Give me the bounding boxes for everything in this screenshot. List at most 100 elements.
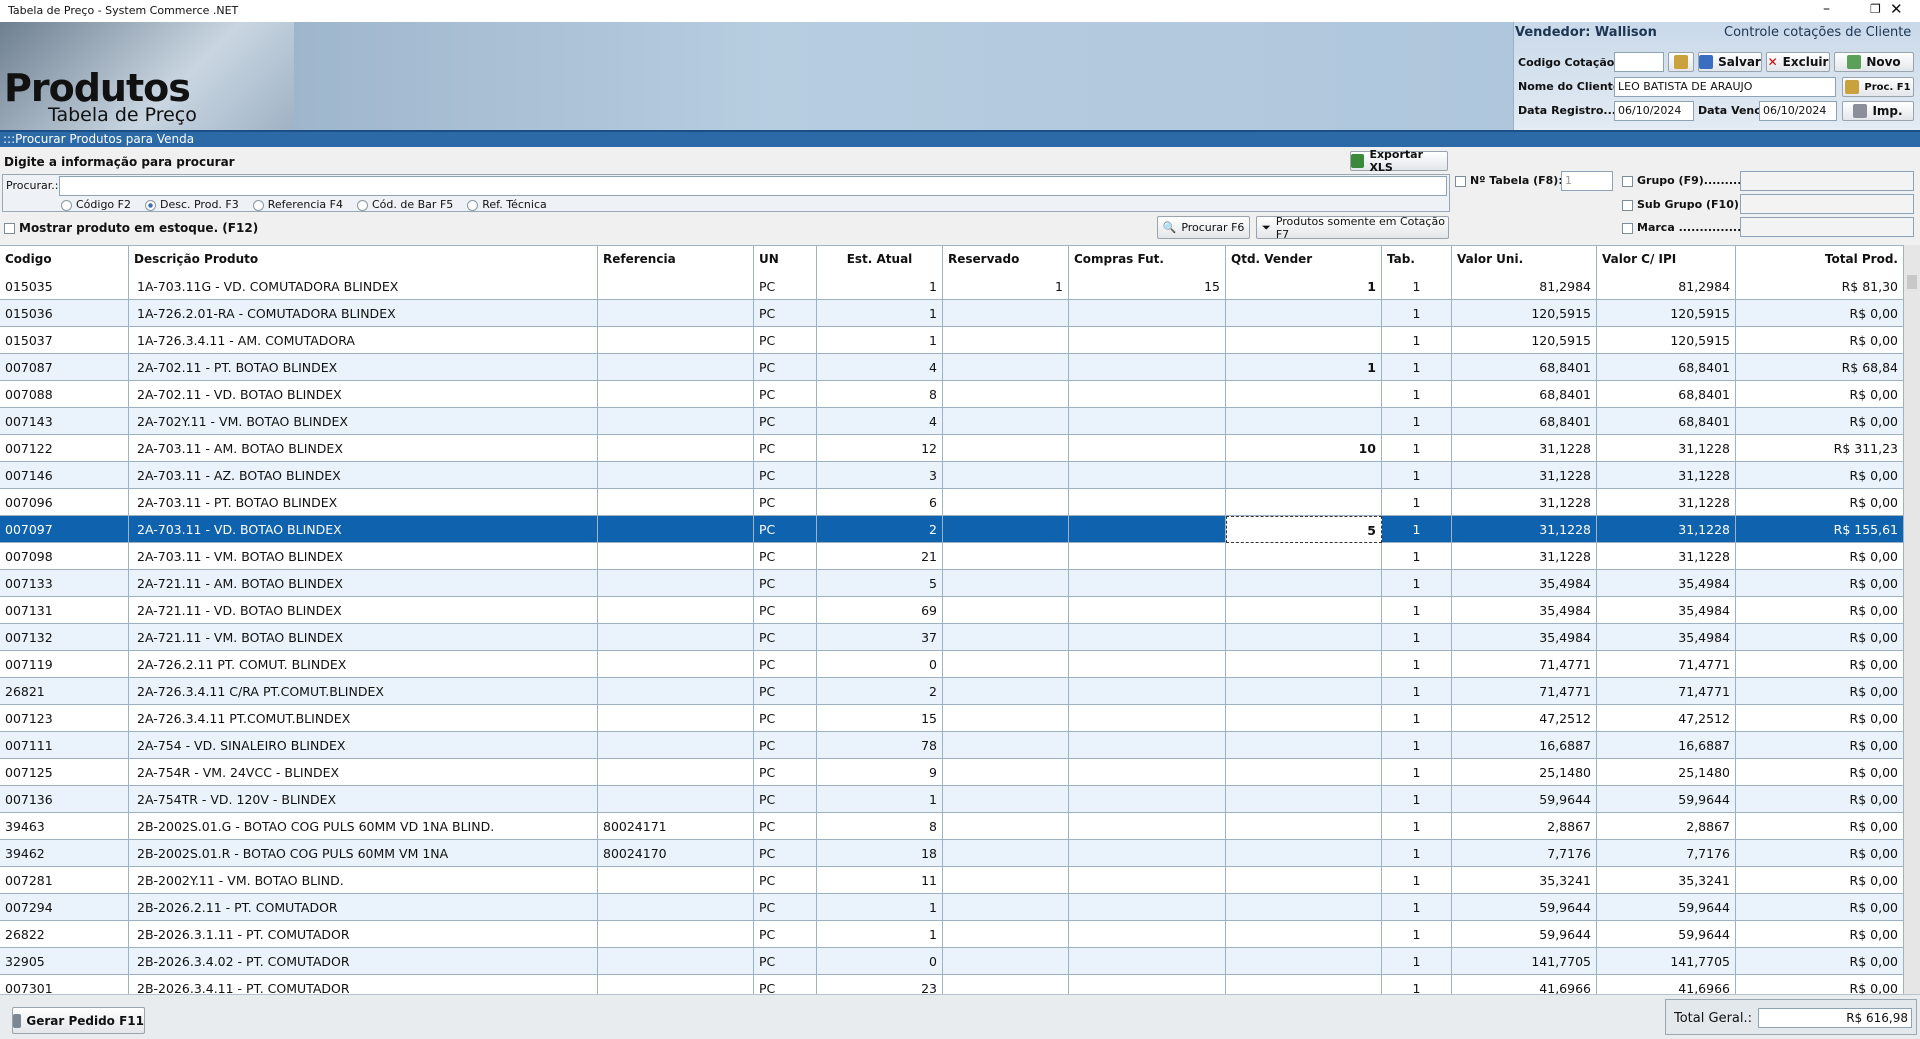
column-header[interactable]: Referencia <box>598 246 754 273</box>
quote-code-input[interactable] <box>1614 52 1664 72</box>
table-cell: PC <box>754 759 817 786</box>
column-header[interactable]: Codigo <box>0 246 129 273</box>
table-row[interactable]: 007096 2A-703.11 - PT. BOTAO BLINDEX PC 6 1 3… <box>0 489 1904 516</box>
proc-button[interactable]: Proc. F1 <box>1842 77 1914 97</box>
scroll-thumb[interactable] <box>1907 275 1917 289</box>
table-row[interactable]: 007294 2B-2026.2.11 - PT. COMUTADOR PC 1 1 59… <box>0 894 1904 921</box>
order-button[interactable]: Gerar Pedido F11 <box>12 1007 145 1034</box>
column-header[interactable]: Valor Uni. <box>1452 246 1597 273</box>
brand-checkbox[interactable]: Marca ................: <box>1622 221 1750 234</box>
minimize[interactable]: – <box>1823 1 1830 17</box>
stock-checkbox[interactable]: Mostrar produto em estoque. (F12) <box>4 221 258 235</box>
brand-combo[interactable] <box>1740 217 1914 237</box>
table-cell <box>598 489 754 516</box>
print-button[interactable]: Imp. <box>1842 101 1914 121</box>
table-cell <box>1069 597 1226 624</box>
table-cell: 2 <box>817 516 943 543</box>
search-option[interactable]: Código F2 <box>61 198 131 211</box>
quote-filter-button[interactable]: ⏷ Produtos somente em Cotação F7 <box>1256 216 1449 239</box>
search-option[interactable]: Desc. Prod. F3 <box>144 198 239 211</box>
delete-button[interactable]: ✕ Excluir <box>1766 52 1830 72</box>
table-row[interactable]: 015036 1A-726.2.01-RA - COMUTADORA BLINDE… <box>0 300 1904 327</box>
table-cell: 37 <box>817 624 943 651</box>
table-cell <box>1226 759 1382 786</box>
column-header[interactable]: Compras Fut. <box>1069 246 1226 273</box>
table-row[interactable]: 26822 2B-2026.3.1.11 - PT. COMUTADOR PC 1 1 5… <box>0 921 1904 948</box>
search-input[interactable] <box>59 176 1447 196</box>
search-quote-button[interactable] <box>1668 52 1694 72</box>
radio[interactable] <box>144 199 156 211</box>
table-cell: PC <box>754 840 817 867</box>
table-row[interactable]: 007098 2A-703.11 - VM. BOTAO BLINDEX PC 21 1… <box>0 543 1904 570</box>
table-cell: 2B-2002Y.11 - VM. BOTAO BLIND. <box>129 867 598 894</box>
close[interactable]: ✕ <box>1890 0 1903 18</box>
table-row[interactable]: 007088 2A-702.11 - VD. BOTAO BLINDEX PC 8 1 6… <box>0 381 1904 408</box>
scrollbar[interactable] <box>1904 245 1920 994</box>
export-button[interactable]: Exportar XLS <box>1350 148 1448 174</box>
table-row[interactable]: 007097 2A-703.11 - VD. BOTAO BLINDEX PC 2 5 1… <box>0 516 1904 543</box>
save-button[interactable]: Salvar <box>1698 52 1762 72</box>
radio[interactable] <box>61 199 72 211</box>
checkbox-text: Mostrar produto em estoque. (F12) <box>19 221 259 235</box>
column-header[interactable]: Total Prod. <box>1736 246 1904 273</box>
table-row[interactable]: 007119 2A-726.2.11 PT. COMUT. BLINDEX PC 0 1… <box>0 651 1904 678</box>
table-cell: 2A-726.3.4.11 C/RA PT.COMUT.BLINDEX <box>129 678 598 705</box>
table-row[interactable]: 32905 2B-2026.3.4.02 - PT. COMUTADOR PC 0 1 1… <box>0 948 1904 975</box>
table-combo[interactable]: 1 <box>1561 171 1613 191</box>
table-row[interactable]: 007125 2A-754R - VM. 24VCC - BLINDEX PC 9 1 2… <box>0 759 1904 786</box>
column-header[interactable]: Reservado <box>943 246 1069 273</box>
table-row[interactable]: 007122 2A-703.11 - AM. BOTAO BLINDEX PC 12 1… <box>0 435 1904 462</box>
table-row[interactable]: 007087 2A-702.11 - PT. BOTAO BLINDEX PC 4 1 1… <box>0 354 1904 381</box>
table-row[interactable]: 007301 2B-2026.3.4.11 - PT. COMUTADOR PC 23… <box>0 975 1904 994</box>
search-option[interactable]: Ref. Técnica <box>467 198 547 211</box>
table-cell: 32905 <box>0 948 129 975</box>
date-input[interactable]: 06/10/2024 <box>1614 101 1694 121</box>
client-input[interactable]: LEO BATISTA DE ARAUJO <box>1614 77 1836 97</box>
column-header[interactable]: UN <box>754 246 817 273</box>
table-cell <box>943 975 1069 994</box>
table-row[interactable]: 007111 2A-754 - VD. SINALEIRO BLINDEX PC 78… <box>0 732 1904 759</box>
table-cell: 015037 <box>0 327 129 354</box>
table-cell: PC <box>754 516 817 543</box>
search-option[interactable]: Cód. de Bar F5 <box>357 198 453 211</box>
subgroup-checkbox[interactable]: Sub Grupo (F10): <box>1622 198 1743 211</box>
table-row[interactable]: 39462 2B-2002S.01.R - BOTAO COG PULS 60MM… <box>0 840 1904 867</box>
radio[interactable] <box>252 199 264 211</box>
search-option[interactable]: Referencia F4 <box>252 198 343 211</box>
table-row[interactable]: 007281 2B-2002Y.11 - VM. BOTAO BLIND. PC 11… <box>0 867 1904 894</box>
table-row[interactable]: 015037 1A-726.3.4.11 - AM. COMUTADORA PC 1 1… <box>0 327 1904 354</box>
column-header[interactable]: Tab. <box>1382 246 1452 273</box>
table-row[interactable]: 26821 2A-726.3.4.11 C/RA PT.COMUT.BLINDEX… <box>0 678 1904 705</box>
table-row[interactable]: 007123 2A-726.3.4.11 PT.COMUT.BLINDEX PC 15… <box>0 705 1904 732</box>
radio[interactable] <box>467 199 479 211</box>
table-cell: 2B-2026.3.1.11 - PT. COMUTADOR <box>129 921 598 948</box>
search-button[interactable]: 🔍 Procurar F6 <box>1157 216 1250 239</box>
table-row[interactable]: 007131 2A-721.11 - VD. BOTAO BLINDEX PC 69 1… <box>0 597 1904 624</box>
table-row[interactable]: 007132 2A-721.11 - VM. BOTAO BLINDEX PC 37 1… <box>0 624 1904 651</box>
group-combo[interactable] <box>1740 171 1914 191</box>
table-cell: 007143 <box>0 408 129 435</box>
subgroup-combo[interactable] <box>1740 194 1914 214</box>
column-header[interactable]: Descrição Produto <box>129 246 598 273</box>
table-row[interactable]: 007136 2A-754TR - VD. 120V - BLINDEX PC 1 1 5… <box>0 786 1904 813</box>
radio[interactable] <box>357 199 368 211</box>
table-row[interactable]: 007143 2A-702Y.11 - VM. BOTAO BLINDEX PC 4 1… <box>0 408 1904 435</box>
group-checkbox[interactable]: Grupo (F9)..........: <box>1622 174 1750 187</box>
new-button[interactable]: Novo <box>1834 52 1914 72</box>
table-row[interactable]: 39463 2B-2002S.01.G - BOTAO COG PULS 60MM… <box>0 813 1904 840</box>
table-cell: 68,8401 <box>1597 381 1736 408</box>
column-header[interactable]: Valor C/ IPI <box>1597 246 1736 273</box>
table-row[interactable]: 007133 2A-721.11 - AM. BOTAO BLINDEX PC 5 1 3… <box>0 570 1904 597</box>
restore[interactable]: ❐ <box>1870 2 1881 16</box>
column-header[interactable]: Qtd. Vender <box>1226 246 1382 273</box>
table-row[interactable]: 007146 2A-703.11 - AZ. BOTAO BLINDEX PC 3 1 3… <box>0 462 1904 489</box>
table-row[interactable]: 015035 1A-703.11G - VD. COMUTADORA BLINDE… <box>0 273 1904 300</box>
date-input[interactable]: 06/10/2024 <box>1759 101 1837 121</box>
table-checkbox[interactable]: Nº Tabela (F8): <box>1455 174 1563 187</box>
column-header[interactable]: Est. Atual <box>817 246 943 273</box>
banner-image <box>0 22 294 130</box>
option-text: Código F2 <box>76 198 131 211</box>
table-cell: 007123 <box>0 705 129 732</box>
table-cell: 2A-754 - VD. SINALEIRO BLINDEX <box>129 732 598 759</box>
table-cell: 1 <box>1382 732 1452 759</box>
